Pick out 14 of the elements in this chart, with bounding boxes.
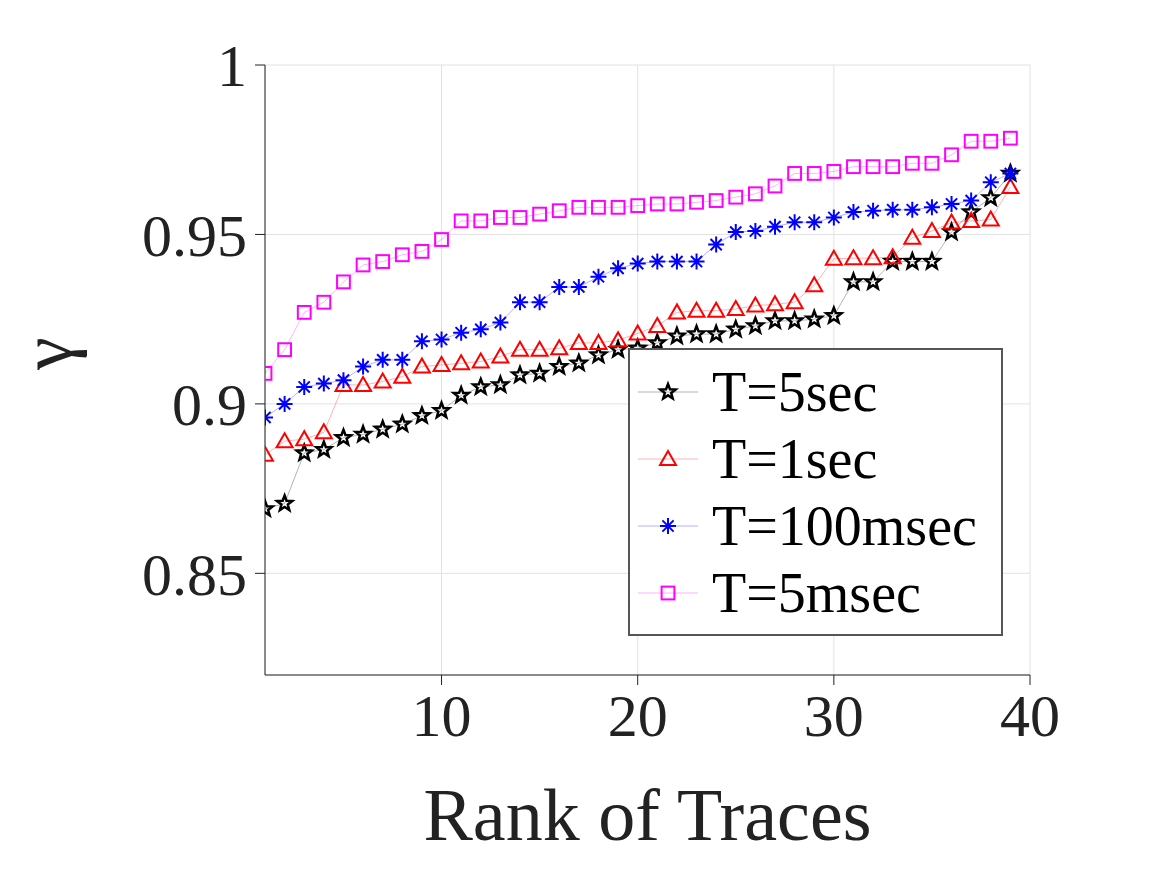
y-tick-label: 0.95	[142, 202, 247, 269]
x-tick-label: 40	[1000, 682, 1060, 749]
y-axis-title: γ	[5, 337, 88, 371]
x-tick-label: 20	[607, 682, 668, 749]
x-axis-title: Rank of Traces	[423, 774, 872, 856]
x-tick-label: 30	[803, 682, 864, 749]
legend-label: T=5msec	[712, 560, 921, 625]
y-tick-label: 1	[217, 33, 247, 100]
x-tick-label: 10	[411, 682, 472, 749]
legend-label: T=1sec	[712, 426, 878, 491]
y-tick-label: 0.85	[142, 541, 247, 608]
legend-label: T=100msec	[712, 493, 977, 558]
y-tick-label: 0.9	[172, 372, 247, 439]
legend-label: T=5sec	[712, 359, 878, 424]
